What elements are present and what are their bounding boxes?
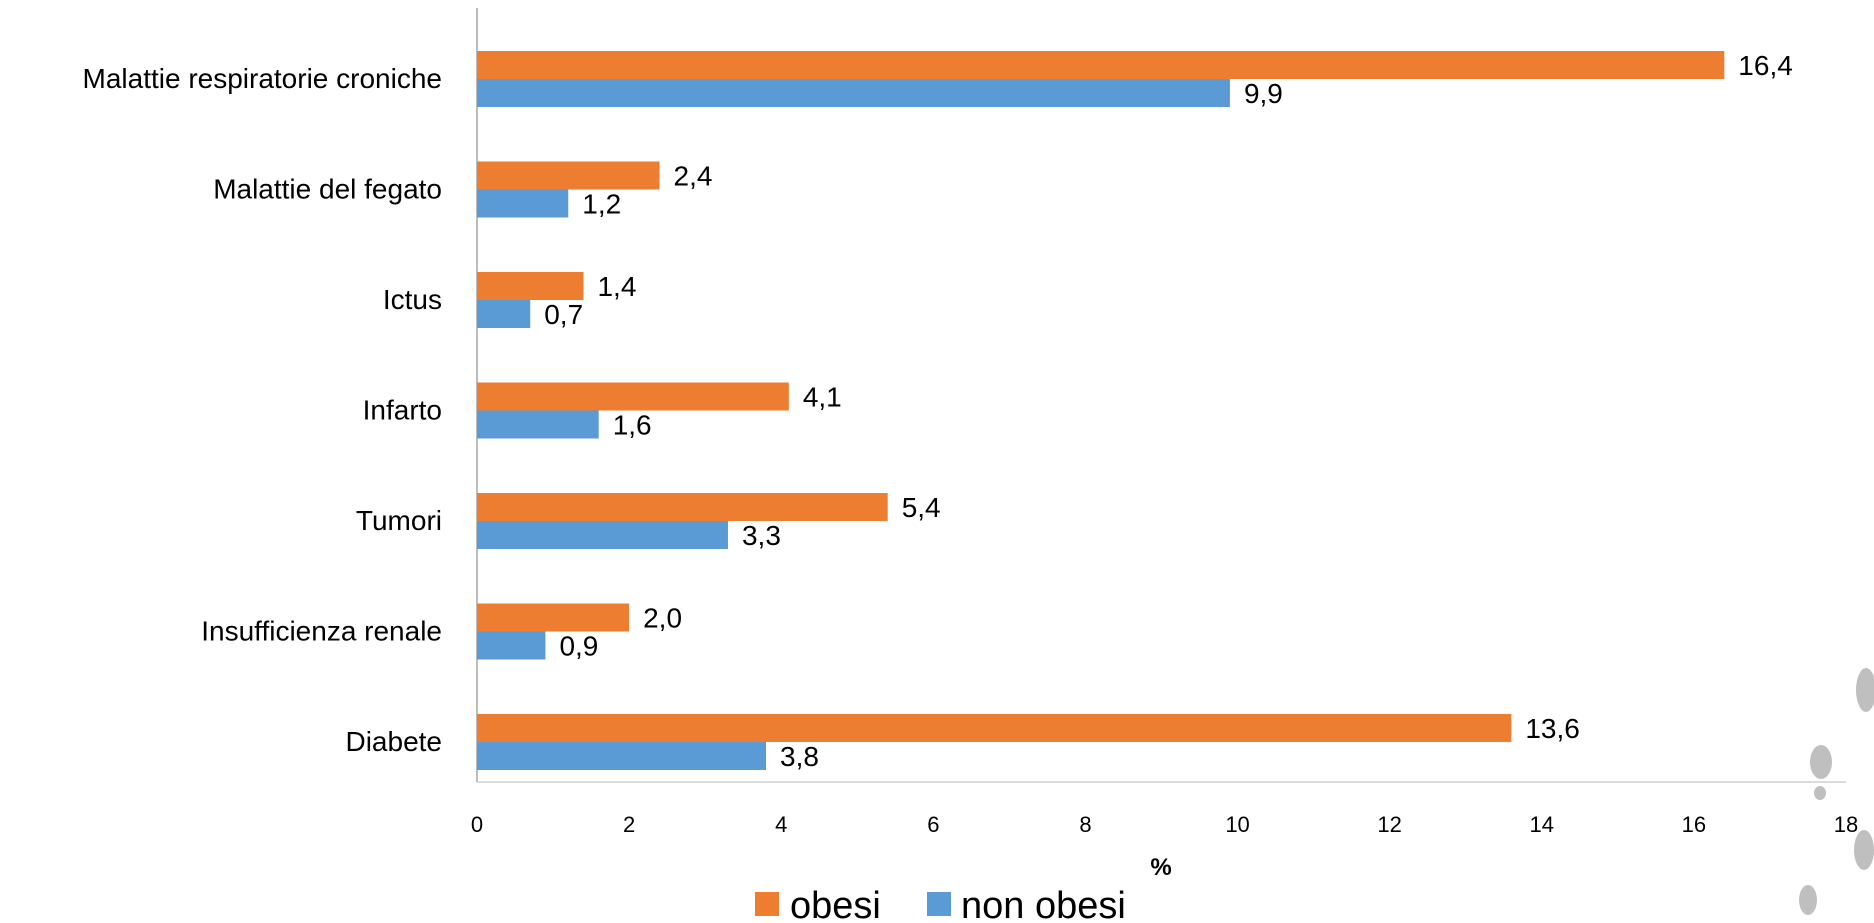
data-label: 2,0 (643, 603, 682, 634)
data-label: 5,4 (902, 492, 941, 523)
category-label: Diabete (345, 726, 442, 757)
footprints-icon (1799, 885, 1817, 915)
footprints-icon (1814, 786, 1826, 800)
data-label: 13,6 (1525, 713, 1580, 744)
bar-non-obesi (477, 742, 767, 770)
data-label: 3,8 (780, 741, 819, 772)
bar-obesi (477, 51, 1725, 79)
footprints-icon (1854, 830, 1874, 870)
x-tick-label: 14 (1530, 812, 1554, 837)
bar-obesi (477, 161, 660, 190)
legend-swatch-obesi (755, 892, 779, 916)
x-tick-label: 16 (1682, 812, 1706, 837)
bar-non-obesi (477, 631, 546, 660)
data-label: 0,9 (559, 631, 598, 662)
bar-obesi (477, 272, 584, 300)
x-tick-label: 0 (471, 812, 483, 837)
data-label: 4,1 (803, 382, 842, 413)
bar-non-obesi (477, 79, 1230, 107)
bar-non-obesi (477, 189, 569, 218)
x-tick-label: 12 (1377, 812, 1401, 837)
footprints-icon (1810, 745, 1832, 779)
data-label: 3,3 (742, 520, 781, 551)
data-label: 1,6 (613, 410, 652, 441)
data-label: 9,9 (1244, 78, 1283, 109)
bar-obesi (477, 382, 789, 411)
legend-label: non obesi (961, 885, 1126, 923)
data-label: 16,4 (1738, 50, 1793, 81)
x-tick-label: 18 (1834, 812, 1858, 837)
legend-label: obesi (790, 885, 881, 923)
x-tick-label: 8 (1079, 812, 1091, 837)
category-label: Infarto (363, 395, 442, 426)
bar-obesi (477, 714, 1512, 742)
category-label: Malattie respiratorie croniche (83, 63, 443, 94)
data-label: 2,4 (674, 161, 713, 192)
category-label: Insufficienza renale (201, 616, 442, 647)
bar-non-obesi (477, 410, 599, 439)
bar-obesi (477, 603, 630, 632)
category-label: Tumori (356, 505, 442, 536)
bar-non-obesi (477, 300, 531, 328)
footprints-icon (1856, 668, 1874, 712)
x-axis-title: % (1150, 854, 1171, 881)
legend-swatch-non-obesi (927, 892, 951, 916)
category-label: Ictus (383, 284, 442, 315)
data-label: 1,2 (582, 189, 621, 220)
x-tick-label: 10 (1225, 812, 1249, 837)
x-tick-label: 4 (775, 812, 787, 837)
bar-obesi (477, 493, 888, 521)
bar-non-obesi (477, 521, 728, 549)
category-label: Malattie del fegato (213, 174, 442, 205)
x-tick-label: 6 (927, 812, 939, 837)
x-tick-label: 2 (623, 812, 635, 837)
data-label: 0,7 (544, 299, 583, 330)
data-label: 1,4 (597, 271, 636, 302)
